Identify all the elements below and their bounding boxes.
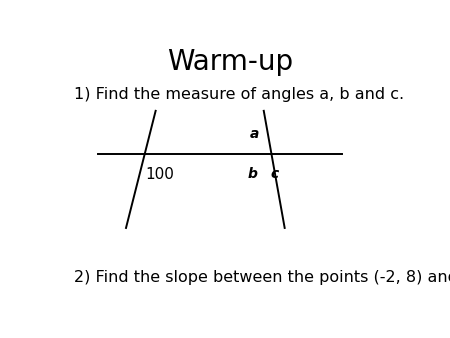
Text: c: c (271, 167, 279, 181)
Text: 1) Find the measure of angles a, b and c.: 1) Find the measure of angles a, b and c… (74, 88, 404, 102)
Text: b: b (248, 167, 257, 181)
Text: 2) Find the slope between the points (-2, 8) and (14, 40): 2) Find the slope between the points (-2… (74, 270, 450, 285)
Text: 100: 100 (145, 167, 174, 182)
Text: Warm-up: Warm-up (167, 48, 294, 76)
Text: a: a (250, 127, 259, 141)
